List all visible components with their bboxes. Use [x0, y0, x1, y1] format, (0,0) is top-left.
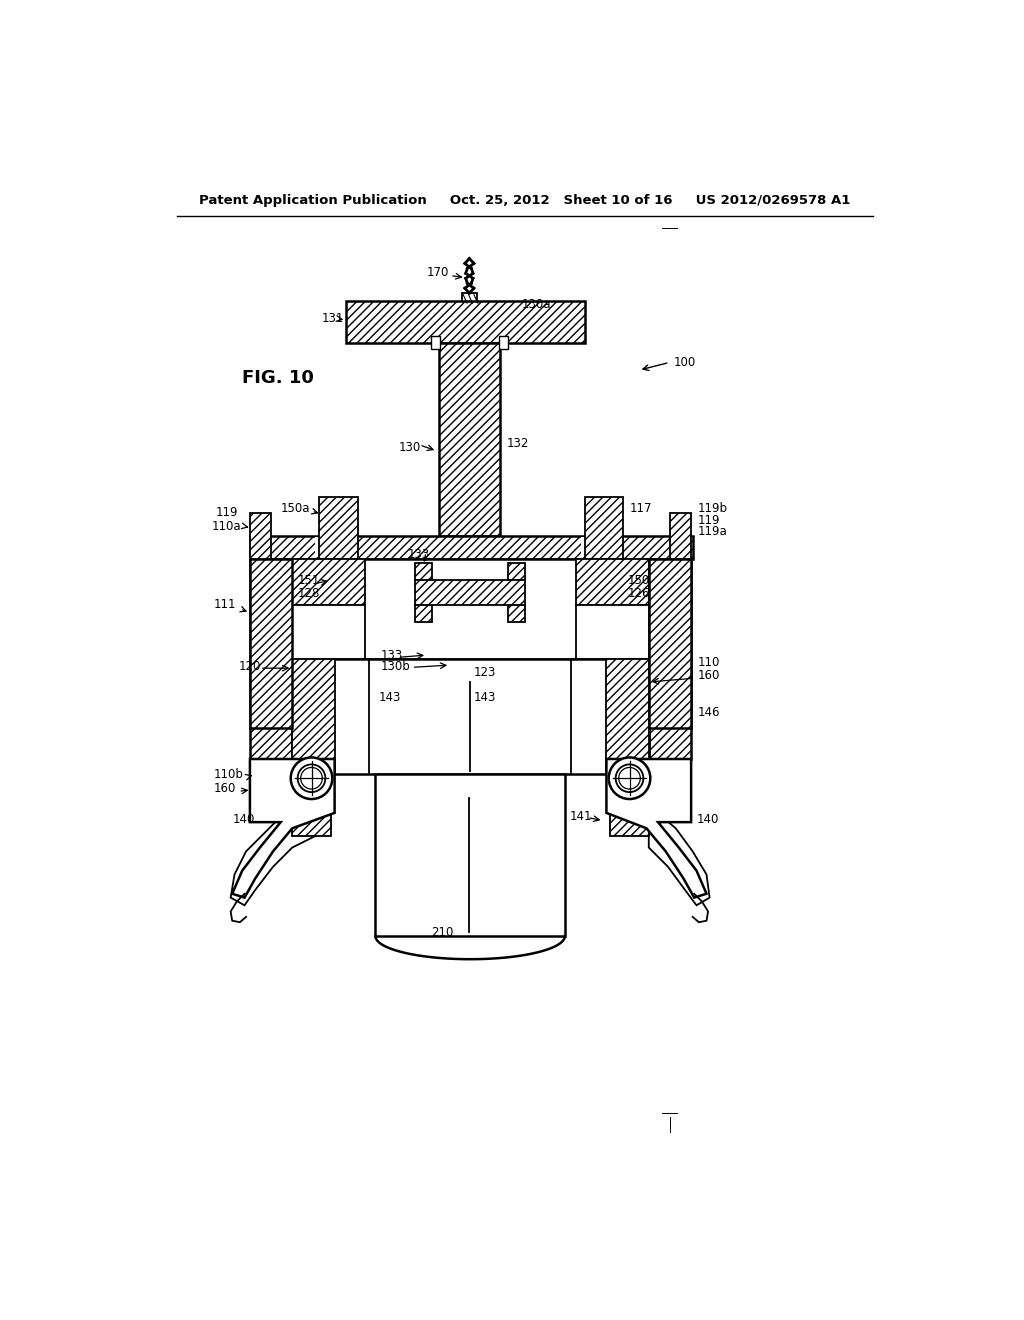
Text: 131: 131 — [322, 312, 344, 325]
Text: Patent Application Publication     Oct. 25, 2012   Sheet 10 of 16     US 2012/02: Patent Application Publication Oct. 25, … — [199, 194, 851, 207]
Text: 160: 160 — [214, 781, 237, 795]
Text: 130: 130 — [398, 441, 421, 454]
Text: 119: 119 — [698, 513, 721, 527]
Text: 140: 140 — [232, 813, 255, 825]
Text: 111: 111 — [214, 598, 237, 611]
Text: 100: 100 — [674, 356, 695, 370]
Text: 120: 120 — [239, 660, 261, 673]
Bar — [581, 537, 624, 557]
Bar — [508, 562, 525, 579]
Text: 126: 126 — [628, 587, 649, 601]
Text: 110a: 110a — [211, 520, 241, 533]
Bar — [575, 558, 649, 605]
Text: FIG. 10: FIG. 10 — [243, 368, 314, 387]
Bar — [376, 775, 565, 936]
Circle shape — [615, 764, 643, 792]
Bar — [575, 605, 649, 659]
Bar — [606, 659, 649, 775]
Text: 151: 151 — [298, 574, 321, 587]
Bar — [649, 558, 691, 759]
Circle shape — [608, 758, 650, 799]
Text: 119b: 119b — [698, 502, 728, 515]
Bar — [292, 558, 366, 605]
Polygon shape — [230, 767, 333, 906]
Bar — [292, 659, 335, 775]
Bar — [431, 335, 440, 350]
Text: 210: 210 — [431, 925, 454, 939]
Text: 128: 128 — [298, 587, 321, 601]
Text: 150: 150 — [628, 574, 649, 587]
Text: 130a: 130a — [521, 298, 551, 312]
Bar — [250, 558, 292, 729]
Bar — [346, 301, 585, 343]
Polygon shape — [606, 759, 707, 898]
Text: 133: 133 — [381, 648, 403, 661]
Text: 140: 140 — [696, 813, 719, 825]
Bar — [416, 579, 525, 605]
Text: 170: 170 — [427, 265, 450, 279]
Bar — [292, 805, 331, 836]
Bar — [508, 605, 525, 622]
Bar — [416, 562, 432, 579]
Circle shape — [298, 764, 326, 792]
Circle shape — [291, 758, 333, 799]
Text: 110b: 110b — [214, 768, 244, 781]
Bar — [319, 498, 357, 558]
Bar — [292, 558, 649, 659]
Polygon shape — [608, 767, 710, 906]
Text: 119: 119 — [215, 506, 238, 519]
Text: 110: 110 — [698, 656, 721, 669]
Bar — [250, 512, 271, 562]
Text: 141: 141 — [569, 810, 592, 824]
Bar — [438, 343, 500, 536]
Bar — [499, 335, 508, 350]
Text: 143: 143 — [473, 690, 496, 704]
Bar — [315, 537, 357, 557]
Text: 123: 123 — [473, 667, 496, 680]
Bar — [250, 558, 292, 759]
Bar — [670, 512, 691, 562]
Bar — [250, 536, 692, 558]
Text: 130b: 130b — [381, 660, 411, 673]
Text: 160: 160 — [698, 669, 721, 682]
Text: 119a: 119a — [698, 525, 728, 539]
Bar — [610, 805, 649, 836]
Bar — [416, 605, 432, 622]
Bar — [649, 558, 691, 729]
Polygon shape — [232, 759, 335, 898]
Text: 150a: 150a — [281, 502, 310, 515]
Text: 117: 117 — [630, 502, 652, 515]
Text: 146: 146 — [698, 706, 721, 719]
Bar — [585, 498, 624, 558]
Text: 133: 133 — [408, 548, 430, 561]
Text: 143: 143 — [379, 690, 400, 704]
Bar — [292, 659, 649, 775]
Bar — [462, 293, 477, 305]
Text: 132: 132 — [506, 437, 528, 450]
Bar — [292, 605, 366, 659]
